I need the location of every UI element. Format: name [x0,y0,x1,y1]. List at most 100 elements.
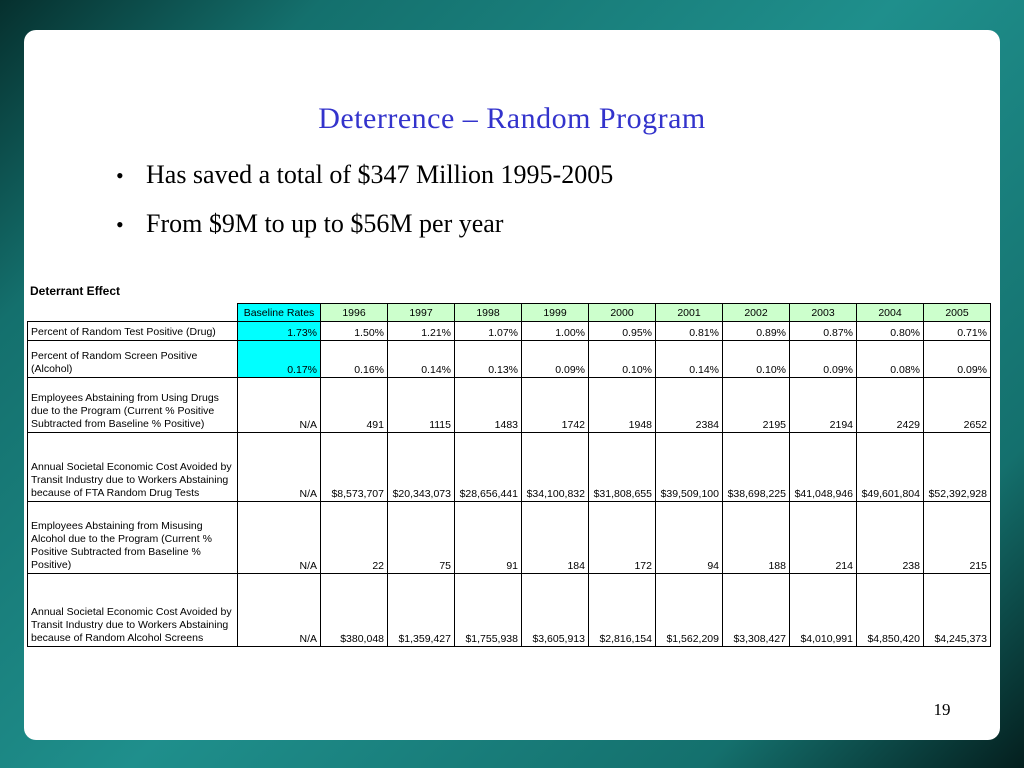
value-cell: 0.09% [789,340,857,378]
value-cell: 0.81% [655,321,723,341]
value-cell: $38,698,225 [722,432,790,502]
value-cell: 0.95% [588,321,656,341]
value-cell: 1.07% [454,321,522,341]
bullet-dot: • [116,212,124,237]
value-cell: 0.16% [320,340,388,378]
value-cell: 2384 [655,377,723,433]
year-column-header: 2003 [789,303,857,322]
bullet-list: • Has saved a total of $347 Million 1995… [116,160,613,258]
baseline-column-header: Baseline Rates [237,303,321,322]
bullet-item: • Has saved a total of $347 Million 1995… [116,160,613,209]
value-cell: 1.21% [387,321,455,341]
value-cell: 94 [655,501,723,574]
row-label-cell: Annual Societal Economic Cost Avoided by… [27,432,238,502]
deterrent-table: Baseline Rates 1996 1997 1998 1999 2000 2001 20… [27,303,991,647]
value-cell: 215 [923,501,991,574]
year-column-header: 2000 [588,303,656,322]
year-column-header: 2002 [722,303,790,322]
value-cell: 75 [387,501,455,574]
year-column-header: 1999 [521,303,589,322]
row-label-cell: Employees Abstaining from Using Drugs du… [27,377,238,433]
row-label-cell: Percent of Random Screen Positive (Alcoh… [27,340,238,378]
value-cell: 188 [722,501,790,574]
value-cell: 1742 [521,377,589,433]
value-cell: $31,808,655 [588,432,656,502]
value-cell: $39,509,100 [655,432,723,502]
value-cell: 0.87% [789,321,857,341]
value-cell: $3,605,913 [521,573,589,647]
value-cell: 0.14% [655,340,723,378]
bullet-text: From $9M to up to $56M per year [146,209,504,238]
value-cell: $49,601,804 [856,432,924,502]
value-cell: $4,245,373 [923,573,991,647]
value-cell: 1115 [387,377,455,433]
table-row: Annual Societal Economic Cost Avoided by… [27,573,991,647]
value-cell: 1.50% [320,321,388,341]
table-row: Annual Societal Economic Cost Avoided by… [27,432,991,502]
baseline-value-cell: N/A [237,501,321,574]
value-cell: 0.14% [387,340,455,378]
value-cell: 0.89% [722,321,790,341]
value-cell: 0.10% [722,340,790,378]
value-cell: 2195 [722,377,790,433]
value-cell: $41,048,946 [789,432,857,502]
value-cell: 0.09% [923,340,991,378]
value-cell: 172 [588,501,656,574]
value-cell: 91 [454,501,522,574]
table-row: Employees Abstaining from Misusing Alcoh… [27,501,991,574]
page-number: 19 [933,700,951,719]
value-cell: 1948 [588,377,656,433]
year-column-header: 2004 [856,303,924,322]
value-cell: $20,343,073 [387,432,455,502]
value-cell: $380,048 [320,573,388,647]
bullet-text: Has saved a total of $347 Million 1995-2… [146,160,614,189]
value-cell: $8,573,707 [320,432,388,502]
value-cell: 238 [856,501,924,574]
baseline-value-cell: N/A [237,432,321,502]
slide-title: Deterrence – Random Program [318,102,706,135]
value-cell: 22 [320,501,388,574]
baseline-value-cell: 0.17% [237,340,321,378]
value-cell: $1,562,209 [655,573,723,647]
value-cell: 0.10% [588,340,656,378]
row-label-cell: Employees Abstaining from Misusing Alcoh… [27,501,238,574]
value-cell: 184 [521,501,589,574]
baseline-value-cell: 1.73% [237,321,321,341]
value-cell: 0.09% [521,340,589,378]
value-cell: 1483 [454,377,522,433]
value-cell: 2429 [856,377,924,433]
table-wrapper: Baseline Rates 1996 1997 1998 1999 2000 2001 20… [27,303,991,647]
value-cell: $4,010,991 [789,573,857,647]
value-cell: $2,816,154 [588,573,656,647]
year-column-header: 1998 [454,303,522,322]
value-cell: 0.13% [454,340,522,378]
corner-cell [28,304,238,322]
value-cell: 214 [789,501,857,574]
value-cell: $28,656,441 [454,432,522,502]
value-cell: $4,850,420 [856,573,924,647]
bullet-item: • From $9M to up to $56M per year [116,209,613,258]
table-row: Percent of Random Test Positive (Drug) 1.… [27,321,991,341]
value-cell: 2652 [923,377,991,433]
year-column-header: 1996 [320,303,388,322]
year-column-header: 2001 [655,303,723,322]
value-cell: 2194 [789,377,857,433]
value-cell: 0.08% [856,340,924,378]
value-cell: 0.71% [923,321,991,341]
value-cell: 1.00% [521,321,589,341]
value-cell: 491 [320,377,388,433]
row-label-cell: Percent of Random Test Positive (Drug) [27,321,238,341]
bullet-dot: • [116,163,124,188]
value-cell: $1,359,427 [387,573,455,647]
table-row: Employees Abstaining from Using Drugs du… [27,377,991,433]
year-column-header: 1997 [387,303,455,322]
value-cell: $34,100,832 [521,432,589,502]
baseline-value-cell: N/A [237,573,321,647]
baseline-value-cell: N/A [237,377,321,433]
year-column-header: 2005 [923,303,991,322]
value-cell: 0.80% [856,321,924,341]
row-label-cell: Annual Societal Economic Cost Avoided by… [27,573,238,647]
table-row: Percent of Random Screen Positive (Alcoh… [27,340,991,378]
value-cell: $1,755,938 [454,573,522,647]
